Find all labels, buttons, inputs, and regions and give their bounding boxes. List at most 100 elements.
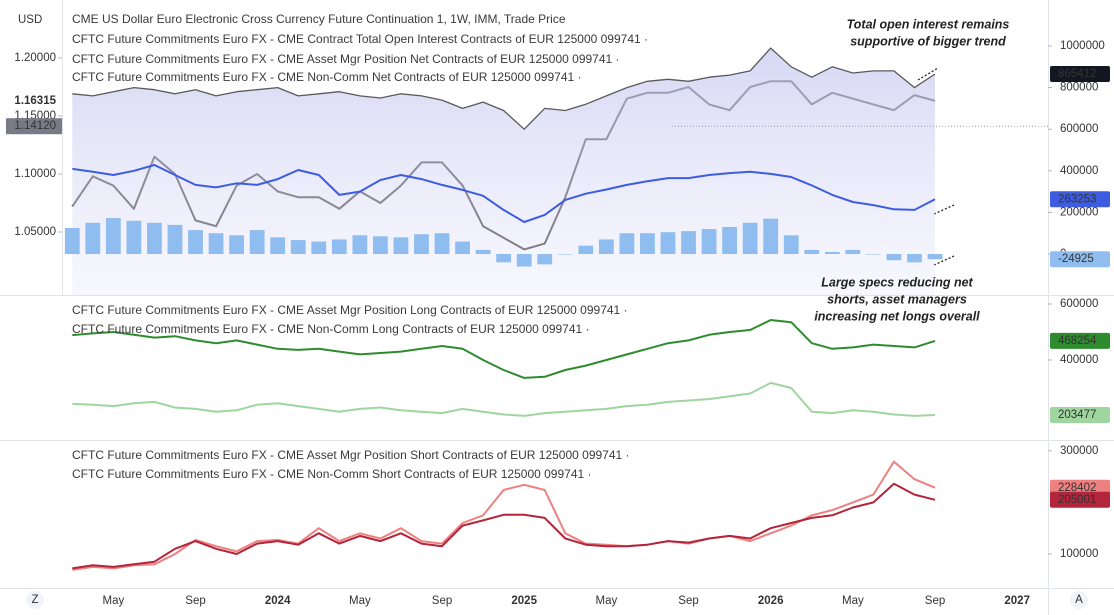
series-line xyxy=(72,319,936,379)
column-bar xyxy=(270,237,286,255)
column-bar xyxy=(722,226,737,255)
x-tick-label: May xyxy=(842,595,864,607)
last-value-box xyxy=(1050,406,1110,423)
column-bar xyxy=(208,233,224,255)
y-tick-label: 1.20000 xyxy=(14,52,56,64)
column-bar xyxy=(249,230,265,255)
column-bar xyxy=(516,254,532,267)
column-bar xyxy=(496,254,512,263)
x-tick-label: Sep xyxy=(678,595,698,607)
price-line-label: 1.14120 xyxy=(14,120,56,132)
column-bar xyxy=(352,235,368,255)
last-value-box xyxy=(1050,491,1110,508)
column-bar xyxy=(126,220,142,255)
y-tick-label: 300000 xyxy=(1060,445,1098,457)
column-bar xyxy=(537,254,553,265)
last-value-label: 263253 xyxy=(1058,193,1096,205)
column-bar xyxy=(229,235,244,255)
column-bar xyxy=(681,231,696,255)
column-bar xyxy=(907,254,922,263)
x-tick-label: May xyxy=(349,595,371,607)
column-bar xyxy=(311,241,327,255)
legend-entry: CFTC Future Commitments Euro FX - CME As… xyxy=(72,52,620,66)
column-bar xyxy=(619,233,635,255)
legend-entry: CFTC Future Commitments Euro FX - CME As… xyxy=(72,303,628,317)
last-value-label: 228402 xyxy=(1058,482,1096,494)
area-fill xyxy=(72,48,936,295)
column-bar xyxy=(455,241,470,255)
legend-entry: CFTC Future Commitments Euro FX - CME As… xyxy=(72,448,630,462)
series-line xyxy=(72,460,936,571)
annotation: shorts, asset managers xyxy=(827,292,967,306)
column-bar xyxy=(290,240,306,255)
column-bar xyxy=(866,254,881,255)
column-bar xyxy=(64,228,80,255)
last-value-label: 468254 xyxy=(1058,335,1097,347)
column-bar xyxy=(824,251,840,255)
legend-entry: CFTC Future Commitments Euro FX - CME No… xyxy=(72,322,590,336)
annotation: Large specs reducing net xyxy=(821,275,973,289)
column-bar xyxy=(804,249,820,255)
column-bar xyxy=(742,222,758,255)
y-tick-label: 800000 xyxy=(1060,82,1098,94)
y-tick-label: 1.10000 xyxy=(14,168,56,180)
y-tick-label: 400000 xyxy=(1060,354,1098,366)
column-bar xyxy=(393,237,409,255)
legend-entry: CFTC Future Commitments Euro FX - CME Co… xyxy=(72,32,648,46)
column-bar xyxy=(660,232,676,255)
last-value-box xyxy=(1050,191,1110,208)
column-bar xyxy=(85,222,101,255)
column-bar xyxy=(414,234,429,255)
last-value-box xyxy=(1050,65,1110,82)
series-line xyxy=(72,164,936,223)
y-tick-label: 100000 xyxy=(1060,548,1098,560)
x-tick-label: Sep xyxy=(925,595,945,607)
annotation: Total open interest remains xyxy=(847,17,1010,31)
legend-entry: CME US Dollar Euro Electronic Cross Curr… xyxy=(72,12,566,26)
zoom-button-label[interactable]: Z xyxy=(31,594,38,606)
last-value-box xyxy=(1050,332,1110,349)
last-value-label: 205001 xyxy=(1058,494,1096,506)
column-bar xyxy=(188,230,203,255)
y-tick-label: 1.05000 xyxy=(14,226,56,238)
series-line xyxy=(72,47,936,130)
series-line xyxy=(72,482,936,570)
currency-label: USD xyxy=(18,14,42,26)
x-tick-label: Sep xyxy=(432,595,452,607)
column-bar xyxy=(331,239,347,255)
column-bar xyxy=(373,236,388,255)
y-tick-label: 200000 xyxy=(1060,206,1098,218)
y-tick-label: 400000 xyxy=(1060,165,1098,177)
x-tick-label: Sep xyxy=(185,595,205,607)
column-bar xyxy=(640,233,655,255)
x-tick-label: 2025 xyxy=(511,595,537,607)
annotation: supportive of bigger trend xyxy=(850,34,1006,48)
last-price-label: 1.16315 xyxy=(14,95,56,107)
last-value-box xyxy=(1050,479,1110,496)
auto-scale-button[interactable] xyxy=(1070,591,1088,609)
y-tick-label: 600000 xyxy=(1060,123,1098,135)
column-bar xyxy=(886,254,902,261)
legend-entry: CFTC Future Commitments Euro FX - CME No… xyxy=(72,70,582,84)
column-bar xyxy=(763,218,779,255)
zoom-button[interactable] xyxy=(26,591,44,609)
column-bar xyxy=(578,245,594,255)
x-tick-label: 2026 xyxy=(758,595,784,607)
y-tick-label: 1000000 xyxy=(1060,40,1105,52)
last-value-box xyxy=(1050,251,1110,268)
column-bar xyxy=(434,233,450,255)
column-bar xyxy=(557,254,573,255)
price-line-box xyxy=(6,118,62,135)
column-bar xyxy=(783,235,799,255)
column-bar xyxy=(701,229,717,255)
last-value-label: 865412 xyxy=(1058,68,1096,80)
legend-entry: CFTC Future Commitments Euro FX - CME No… xyxy=(72,467,592,481)
last-value-label: 203477 xyxy=(1058,409,1096,421)
column-bar xyxy=(927,254,943,260)
column-bar xyxy=(845,249,861,255)
auto-scale-label[interactable]: A xyxy=(1075,594,1083,606)
x-tick-label: 2027 xyxy=(1004,595,1030,607)
x-tick-label: May xyxy=(102,595,124,607)
column-bar xyxy=(147,222,162,255)
